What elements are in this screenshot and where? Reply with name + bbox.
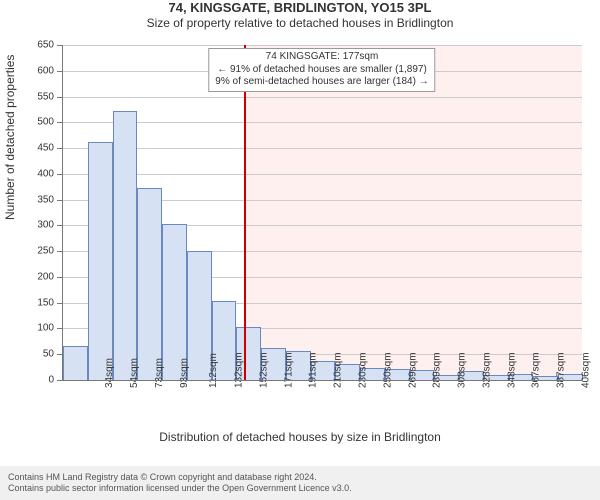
- x-tick-label: 112sqm: [208, 353, 219, 388]
- y-tick-label: 0: [22, 375, 54, 386]
- x-axis-line: [62, 380, 582, 381]
- plot-area: 74 KINGSGATE: 177sqm ← 91% of detached h…: [62, 45, 582, 380]
- y-tick-label: 250: [22, 246, 54, 257]
- x-tick-label: 250sqm: [382, 352, 393, 388]
- y-tick-label: 300: [22, 220, 54, 231]
- annotation-line-1: 74 KINGSGATE: 177sqm: [215, 51, 428, 64]
- x-tick-label: 230sqm: [358, 352, 369, 388]
- footer-attribution: Contains HM Land Registry data © Crown c…: [0, 466, 600, 500]
- x-tick-label: 152sqm: [259, 352, 270, 388]
- x-tick-label: 73sqm: [154, 358, 165, 388]
- reference-line: [244, 45, 246, 380]
- y-tick-label: 50: [22, 349, 54, 360]
- y-tick-label: 550: [22, 91, 54, 102]
- annotation-box: 74 KINGSGATE: 177sqm ← 91% of detached h…: [208, 48, 435, 92]
- y-tick-label: 600: [22, 65, 54, 76]
- histogram-bar: [63, 346, 88, 381]
- x-tick-label: 191sqm: [308, 352, 319, 388]
- y-tick-label: 450: [22, 143, 54, 154]
- y-tick-label: 200: [22, 271, 54, 282]
- chart-title: 74, KINGSGATE, BRIDLINGTON, YO15 3PL: [0, 0, 600, 16]
- y-tick-label: 650: [22, 40, 54, 51]
- histogram-bar: [162, 224, 187, 380]
- y-tick-label: 150: [22, 297, 54, 308]
- x-axis-label: Distribution of detached houses by size …: [0, 430, 600, 444]
- footer-line-1: Contains HM Land Registry data © Crown c…: [8, 472, 592, 483]
- chart-subtitle: Size of property relative to detached ho…: [0, 16, 600, 31]
- x-tick-label: 171sqm: [283, 352, 294, 388]
- x-tick-label: 132sqm: [234, 352, 245, 388]
- y-tick-label: 350: [22, 194, 54, 205]
- chart-container: 74, KINGSGATE, BRIDLINGTON, YO15 3PL Siz…: [0, 0, 600, 500]
- x-tick-label: 269sqm: [407, 352, 418, 388]
- highlight-region: [244, 45, 582, 380]
- footer-line-2: Contains public sector information licen…: [8, 483, 592, 494]
- histogram-bar: [137, 188, 162, 380]
- x-tick-label: 54sqm: [129, 358, 140, 388]
- x-tick-label: 406sqm: [580, 352, 591, 388]
- x-tick-label: 348sqm: [506, 352, 517, 388]
- x-tick-label: 210sqm: [333, 352, 344, 388]
- annotation-line-3: 9% of semi-detached houses are larger (1…: [215, 76, 428, 89]
- y-axis-label: Number of detached properties: [3, 200, 17, 220]
- y-tick-label: 400: [22, 168, 54, 179]
- x-tick-label: 289sqm: [432, 352, 443, 388]
- x-tick-label: 34sqm: [104, 358, 115, 388]
- x-tick-label: 328sqm: [481, 352, 492, 388]
- annotation-line-2: ← 91% of detached houses are smaller (1,…: [215, 64, 428, 77]
- histogram-bar: [88, 142, 113, 380]
- histogram-bar: [113, 111, 138, 380]
- x-tick-label: 387sqm: [556, 352, 567, 388]
- y-tick-label: 500: [22, 117, 54, 128]
- y-tick-label: 100: [22, 323, 54, 334]
- y-axis-line: [62, 45, 63, 380]
- x-tick-label: 308sqm: [457, 352, 468, 388]
- x-tick-label: 367sqm: [531, 352, 542, 388]
- x-tick-label: 93sqm: [179, 358, 190, 388]
